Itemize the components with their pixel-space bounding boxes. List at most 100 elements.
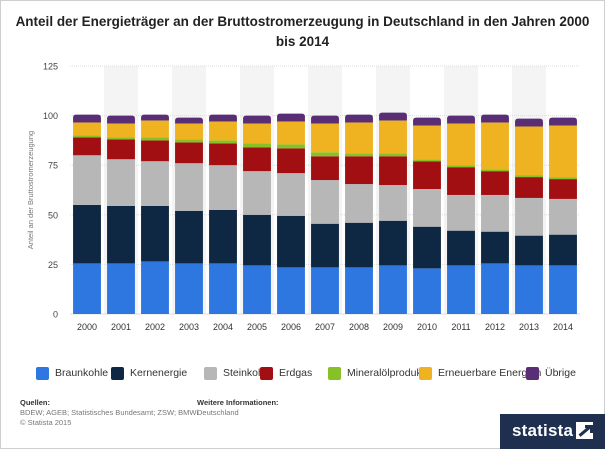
bar-segment	[311, 156, 339, 181]
bar-segment	[515, 235, 543, 266]
legend-label: Steinkohle	[223, 367, 273, 379]
bar-segment	[175, 139, 203, 143]
bar-segment	[515, 197, 543, 236]
bar-segment	[141, 261, 169, 314]
x-tick-label: 2014	[553, 322, 573, 332]
further-info-block: Weitere Informationen: Deutschland	[197, 398, 279, 418]
x-tick-label: 2005	[247, 322, 267, 332]
sources-block: Quellen: BDEW; AGEB; Statistisches Bunde…	[20, 398, 198, 428]
bar-segment	[243, 115, 271, 124]
bar-segment	[277, 121, 305, 145]
bar-segment	[73, 204, 101, 264]
bar-segment	[209, 121, 237, 141]
bar-segment	[549, 117, 577, 126]
bar-segment	[447, 230, 475, 266]
bar-segment	[345, 153, 373, 157]
bar-segment	[345, 114, 373, 123]
chart-title: Anteil der Energieträger an der Bruttost…	[15, 14, 590, 49]
legend-label: Erneuerbare Energien	[438, 367, 542, 379]
bar-segment	[243, 143, 271, 148]
bar-segment	[141, 137, 169, 141]
bar-segment	[549, 179, 577, 199]
bar-segment	[277, 144, 305, 149]
bar-segment	[549, 265, 577, 314]
legend-swatch	[419, 366, 432, 380]
x-tick-label: 2012	[485, 322, 505, 332]
bar-segment	[141, 140, 169, 162]
bar-segment	[107, 139, 135, 160]
x-tick-label: 2011	[451, 322, 470, 332]
bar-segment	[447, 194, 475, 231]
bar-segment	[107, 205, 135, 264]
bar-segment	[345, 156, 373, 185]
legend-item[interactable]: Braunkohle	[36, 366, 108, 380]
legend-item[interactable]: Übrige	[526, 366, 576, 380]
bar-segment	[345, 222, 373, 268]
bar-segment	[311, 115, 339, 124]
legend-item[interactable]: Erdgas	[260, 366, 312, 380]
bar-segment	[345, 267, 373, 314]
bar-segment	[549, 198, 577, 235]
bar-segment	[209, 143, 237, 166]
bar-segment	[481, 114, 509, 123]
statista-logo[interactable]: statista	[500, 414, 605, 449]
bar-segment	[379, 153, 407, 157]
x-tick-label: 2007	[315, 322, 335, 332]
x-tick-label: 2000	[77, 322, 97, 332]
bar-segment	[379, 220, 407, 266]
stacked-bar-chart: 0 25 50 75 100 125 Anteil an der Bruttostromer…	[26, 62, 580, 332]
bar-segment	[481, 169, 509, 172]
bar-segment	[141, 114, 169, 121]
legend-item[interactable]: Erneuerbare Energien	[419, 366, 541, 380]
bar-segment	[175, 210, 203, 264]
bar-segment	[209, 165, 237, 210]
further-info-line-1: Deutschland	[197, 408, 239, 417]
bar-segment	[379, 112, 407, 121]
further-info-heading: Weitere Informationen:	[197, 398, 279, 407]
legend-swatch	[328, 366, 341, 380]
x-tick-label: 2003	[179, 322, 199, 332]
bar-segment	[209, 114, 237, 122]
bar-segment	[175, 123, 203, 140]
legend-item[interactable]: Steinkohle	[204, 366, 272, 380]
x-tick-label: 2006	[281, 322, 301, 332]
y-tick-label: 100	[43, 111, 58, 121]
legend-item[interactable]: Kernenergie	[111, 366, 187, 380]
x-tick-label: 2013	[519, 322, 539, 332]
bar-segment	[447, 265, 475, 314]
bar-segment	[481, 171, 509, 195]
legend-item[interactable]: Mineralölprodukte	[328, 366, 430, 380]
bar-segment	[277, 267, 305, 314]
bar-segment	[311, 180, 339, 224]
bar-segment	[73, 263, 101, 314]
bar-segment	[209, 209, 237, 264]
bar-segment	[209, 263, 237, 314]
bar-segment	[447, 123, 475, 166]
y-tick-label: 25	[48, 260, 58, 270]
y-axis-label: Anteil an der Bruttostromerzeugung	[26, 131, 35, 249]
bar-segment	[243, 265, 271, 314]
bar-segment	[447, 165, 475, 168]
bar-segment	[311, 223, 339, 268]
bar-segment	[413, 125, 441, 160]
bar-segment	[311, 123, 339, 153]
bar-segment	[175, 142, 203, 164]
legend-swatch	[204, 366, 217, 380]
bar-segment	[413, 161, 441, 190]
bar-segment	[413, 117, 441, 126]
bar-segment	[379, 120, 407, 154]
bar-segment	[413, 268, 441, 314]
x-tick-label: 2002	[145, 322, 165, 332]
bar-segment	[277, 113, 305, 122]
bar-segment	[379, 265, 407, 314]
bar-segment	[243, 123, 271, 144]
legend-label: Mineralölprodukte	[347, 367, 431, 379]
bar-segment	[311, 267, 339, 314]
bar-segment	[311, 152, 339, 157]
bar-segment	[243, 147, 271, 172]
x-tick-label: 2010	[417, 322, 437, 332]
bar-segment	[107, 115, 135, 124]
x-tick-label: 2004	[213, 322, 233, 332]
bar-segment	[175, 163, 203, 211]
bar-segment	[549, 125, 577, 178]
